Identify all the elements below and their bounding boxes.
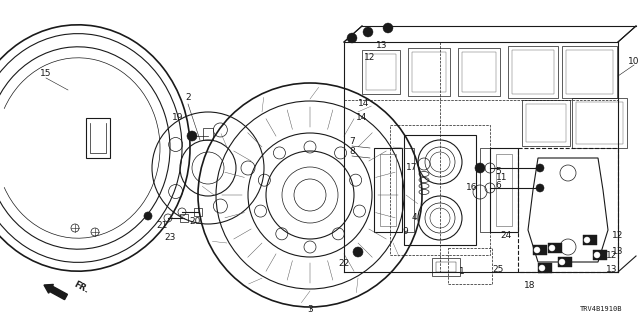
Text: 11: 11 — [496, 173, 508, 182]
Circle shape — [539, 265, 545, 271]
Text: 20: 20 — [189, 218, 201, 227]
Bar — [508, 46, 558, 98]
Text: 16: 16 — [467, 183, 477, 193]
Circle shape — [536, 164, 544, 172]
Bar — [458, 48, 500, 96]
Bar — [522, 100, 570, 146]
Text: 13: 13 — [376, 42, 388, 51]
Text: 10: 10 — [628, 58, 640, 67]
Circle shape — [594, 252, 600, 258]
Text: 21: 21 — [156, 221, 168, 230]
Bar — [490, 148, 518, 232]
Bar — [526, 104, 566, 142]
Text: 17: 17 — [406, 164, 418, 172]
Text: 2: 2 — [185, 93, 191, 102]
Bar — [462, 52, 496, 92]
Bar — [538, 263, 552, 273]
Bar — [404, 148, 414, 232]
Bar — [362, 50, 400, 94]
Text: 4: 4 — [411, 213, 417, 222]
Text: 23: 23 — [164, 234, 176, 243]
Circle shape — [549, 245, 555, 251]
Bar — [404, 135, 476, 245]
Circle shape — [534, 247, 540, 253]
Circle shape — [584, 237, 590, 243]
Bar — [496, 154, 512, 226]
Text: 14: 14 — [358, 100, 370, 108]
Bar — [562, 46, 617, 98]
Circle shape — [363, 27, 373, 37]
Text: 3: 3 — [307, 306, 313, 315]
Text: 1: 1 — [459, 268, 465, 276]
Text: 12: 12 — [612, 231, 624, 241]
Text: 12: 12 — [606, 252, 618, 260]
Text: 13: 13 — [612, 247, 624, 257]
Text: 5: 5 — [495, 167, 501, 177]
Text: 9: 9 — [402, 228, 408, 236]
Bar — [408, 48, 450, 96]
Circle shape — [475, 163, 485, 173]
Bar — [548, 243, 562, 253]
Text: 13: 13 — [606, 266, 618, 275]
Text: 18: 18 — [524, 282, 536, 291]
FancyArrow shape — [44, 284, 67, 300]
Text: TRV4B1910B: TRV4B1910B — [579, 306, 622, 312]
Bar — [576, 102, 623, 144]
Bar — [374, 148, 402, 232]
Bar — [583, 235, 597, 245]
Circle shape — [383, 23, 393, 33]
Bar — [533, 245, 547, 255]
Circle shape — [187, 131, 197, 141]
Text: 25: 25 — [492, 266, 504, 275]
Text: 24: 24 — [500, 231, 511, 241]
Bar — [390, 125, 490, 255]
Bar — [436, 262, 456, 272]
Text: 12: 12 — [364, 53, 376, 62]
Bar — [480, 148, 490, 232]
Bar — [412, 52, 446, 92]
Text: 14: 14 — [356, 114, 368, 123]
Text: 7: 7 — [349, 138, 355, 147]
Bar — [203, 128, 213, 140]
Bar — [512, 50, 554, 94]
Circle shape — [353, 247, 363, 257]
Text: 19: 19 — [172, 114, 184, 123]
Bar — [566, 50, 613, 94]
Bar — [572, 98, 627, 148]
Text: 6: 6 — [495, 180, 501, 189]
Text: 8: 8 — [349, 148, 355, 156]
Bar — [86, 118, 110, 158]
Text: 15: 15 — [40, 69, 52, 78]
Circle shape — [536, 184, 544, 192]
Bar — [558, 257, 572, 267]
Bar — [448, 248, 492, 284]
Circle shape — [347, 33, 357, 43]
Bar — [194, 208, 202, 216]
Bar — [380, 154, 396, 226]
Text: FR.: FR. — [72, 280, 90, 295]
Bar — [593, 250, 607, 260]
Text: 22: 22 — [339, 260, 349, 268]
Circle shape — [144, 212, 152, 220]
Bar — [518, 148, 618, 272]
Circle shape — [559, 259, 565, 265]
Bar — [366, 54, 396, 90]
Bar — [180, 214, 188, 222]
Bar — [432, 258, 460, 276]
